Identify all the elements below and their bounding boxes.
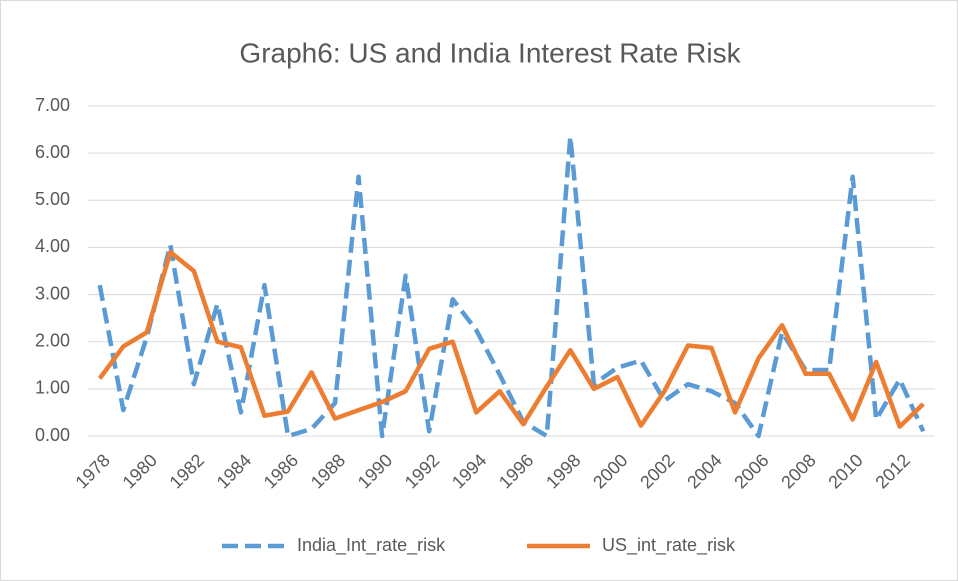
series-line xyxy=(97,134,926,439)
series-line xyxy=(97,249,925,429)
y-tick-label: 6.00 xyxy=(35,142,70,162)
y-tick-label: 5.00 xyxy=(35,189,70,209)
y-tick-label: 3.00 xyxy=(35,283,70,303)
y-tick-label: 0.00 xyxy=(35,425,70,445)
y-tick-label: 7.00 xyxy=(35,95,70,115)
y-tick-label: 4.00 xyxy=(35,236,70,256)
chart-title: Graph6: US and India Interest Rate Risk xyxy=(239,37,741,68)
legend-label: India_Int_rate_risk xyxy=(297,535,446,556)
legend-label: US_int_rate_risk xyxy=(602,535,736,556)
y-tick-label: 1.00 xyxy=(35,378,70,398)
y-tick-label: 2.00 xyxy=(35,330,70,350)
